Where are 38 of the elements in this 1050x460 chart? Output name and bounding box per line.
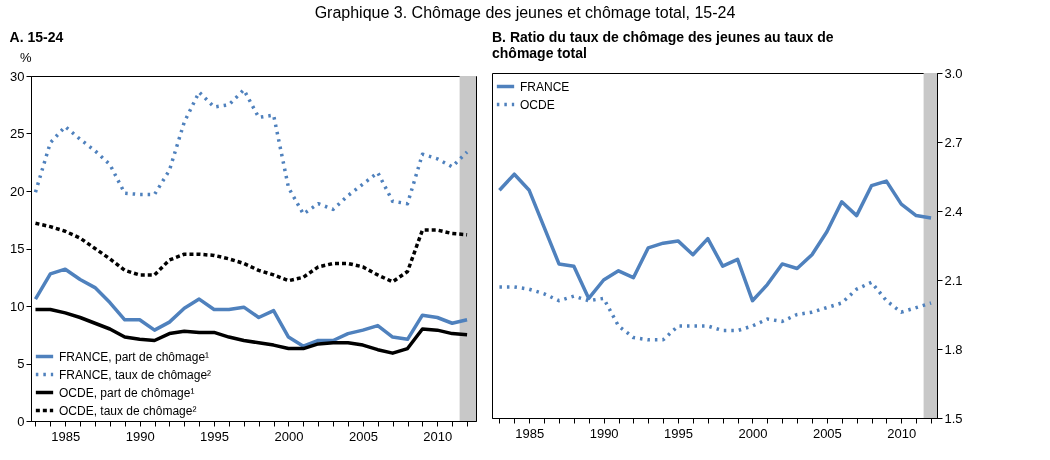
line-series <box>33 221 469 284</box>
y2-tick-label: 2.1 <box>944 272 963 288</box>
x-tick-label: 2000 <box>738 425 768 441</box>
legend-label: OCDE, taux de chômage² <box>59 403 197 418</box>
chart-title: B. Ratio du taux de chômage des jeunes au taux de chômage total <box>492 29 834 61</box>
x-tick-label: 1990 <box>125 428 155 444</box>
legend-label: FRANCE <box>520 79 570 94</box>
y-tick-label: 20 <box>10 183 25 199</box>
y2-tick-label: 2.7 <box>944 134 963 150</box>
y2-tick-label: 1.8 <box>944 341 963 357</box>
y-tick-label: 15 <box>10 241 25 256</box>
x-tick-label: 1995 <box>664 425 693 441</box>
x-tick-label: 2005 <box>348 428 378 444</box>
x-tick-label: 2000 <box>274 428 304 444</box>
legend-label: OCDE, part de chômage¹ <box>59 385 195 400</box>
legend-label: OCDE <box>520 97 555 112</box>
y-tick-label: 0 <box>17 413 25 429</box>
y-tick-label: 30 <box>10 68 25 84</box>
text: Graphique 3. Chômage des jeunes et chômage total, 15-24 <box>313 4 737 22</box>
chart-title: A. 15-24 <box>9 29 64 45</box>
y2-tick-label: 3.0 <box>944 65 963 81</box>
y-tick-label: 10 <box>10 298 25 314</box>
line-series <box>33 267 469 348</box>
y2-tick-label: 1.5 <box>944 410 963 426</box>
line-series <box>33 88 469 216</box>
x-tick-label: 1985 <box>51 428 81 444</box>
y-axis-title: % <box>19 49 32 65</box>
y2-tick-label: 2.4 <box>944 203 963 219</box>
y-tick-label: 25 <box>10 126 25 141</box>
x-tick-label: 2010 <box>423 428 453 444</box>
x-tick-label: 2010 <box>887 425 917 441</box>
x-tick-label: 1995 <box>200 428 230 444</box>
x-tick-label: 1985 <box>515 425 545 441</box>
x-tick-label: 2005 <box>812 425 842 441</box>
y-tick-label: 5 <box>17 356 25 371</box>
legend-label: FRANCE, taux de chômage² <box>59 367 212 382</box>
legend-label: FRANCE, part de chômage¹ <box>59 349 210 364</box>
x-tick-label: 1990 <box>589 425 619 441</box>
